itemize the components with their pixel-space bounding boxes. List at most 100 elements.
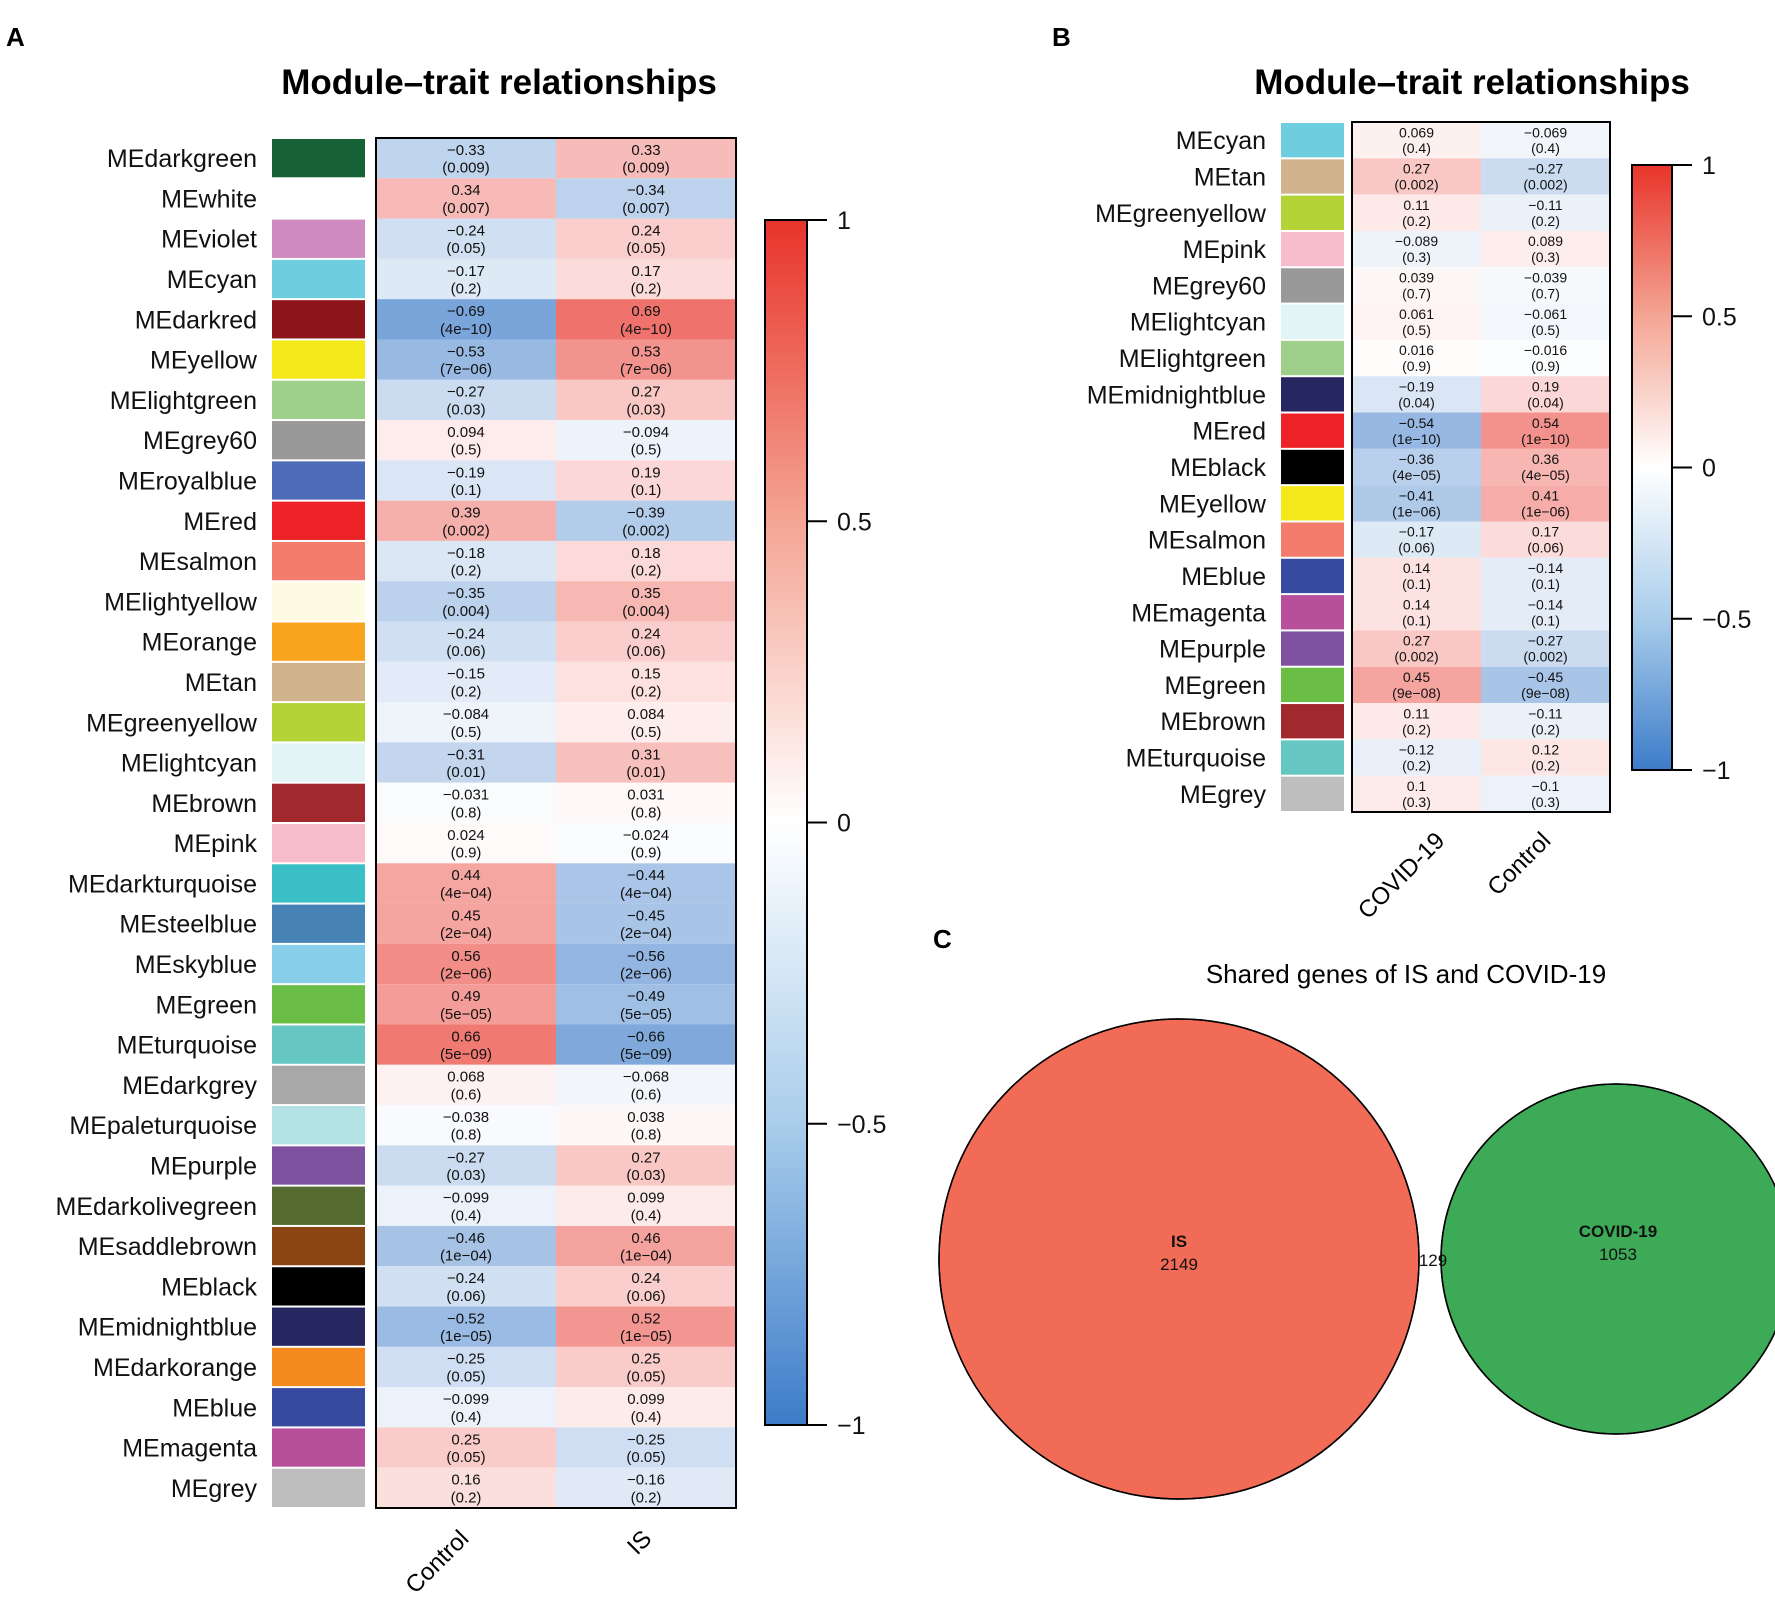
cell-pvalue: (0.06) [1527,540,1564,556]
heatmap-cell [376,984,556,1025]
cell-pvalue: (0.002) [1523,649,1567,665]
module-color-swatch [1281,413,1344,448]
colorbar-tick-label: −1 [837,1412,866,1440]
module-label: MEgrey60 [143,427,257,455]
cell-correlation: −0.45 [627,908,665,925]
heatmap-cell [556,742,736,783]
heatmap-cell [556,1185,736,1226]
module-label: MEgrey [171,1475,258,1503]
venn-count-covid: 1053 [1599,1245,1637,1264]
heatmap-cell [1352,630,1481,667]
panel-label-b: B [1052,22,1071,52]
module-label: MEbrown [151,790,257,818]
cell-correlation: 0.27 [631,1149,660,1166]
cell-correlation: −0.34 [627,182,665,199]
cell-correlation: −0.038 [443,1109,489,1126]
cell-correlation: 0.69 [631,303,660,320]
heatmap-cell [376,581,556,622]
cell-pvalue: (0.002) [1394,177,1438,193]
heatmap-cell [556,621,736,662]
module-color-swatch [272,219,365,258]
cell-pvalue: (0.4) [631,1207,662,1224]
heatmap-cell [1352,122,1481,159]
cell-pvalue: (0.06) [1398,540,1435,556]
cell-correlation: −0.35 [447,585,485,602]
cell-correlation: 0.089 [1528,233,1563,249]
cell-pvalue: (4e−10) [620,321,672,338]
cell-pvalue: (0.4) [451,1409,482,1426]
cell-pvalue: (0.4) [1402,140,1431,156]
module-label: MEdarkturquoise [68,870,257,898]
heatmap-cell [376,1467,556,1508]
module-label: MEsaddlebrown [78,1233,257,1261]
cell-correlation: −0.099 [443,1190,489,1207]
cell-pvalue: (5e−09) [620,1046,672,1063]
cell-correlation: −0.11 [1528,705,1563,721]
cell-correlation: 0.24 [631,223,660,240]
module-label: MEgrey [1180,781,1267,809]
module-label: MEdarkolivegreen [56,1193,258,1221]
colorbar-tick-label: −0.5 [1702,606,1751,634]
cell-correlation: 0.39 [451,505,480,522]
cell-pvalue: (0.2) [451,683,482,700]
heatmap-cell [376,621,556,662]
cell-pvalue: (0.2) [451,563,482,580]
heatmap-cell [556,1024,736,1065]
module-color-swatch [1281,486,1344,521]
module-label: MEgreen [1165,672,1266,700]
cell-correlation: 0.45 [1403,669,1430,685]
cell-correlation: 0.31 [631,746,660,763]
heatmap-cell [556,500,736,541]
heatmap-cell [1352,158,1481,195]
heatmap-cell [556,823,736,864]
panel-a-title: Module–trait relationships [281,63,717,102]
module-color-swatch [1281,304,1344,339]
heatmap-cell [1481,412,1610,449]
module-label: MElightcyan [121,750,257,778]
cell-pvalue: (2e−06) [620,966,672,983]
heatmap-cell [376,1024,556,1065]
cell-pvalue: (5e−09) [440,1046,492,1063]
colorbar-tick-label: −1 [1702,757,1731,785]
module-label: MEyellow [1159,490,1267,518]
cell-pvalue: (0.9) [1402,358,1431,374]
heatmap-cell [556,299,736,340]
module-label: MEblue [172,1394,257,1422]
cell-correlation: −0.15 [447,666,485,683]
module-label: MEtan [185,669,257,697]
cell-correlation: −0.33 [447,142,485,159]
colorbar-tick-label: 0 [837,810,851,838]
cell-correlation: −0.52 [447,1310,485,1327]
module-label: MEmidnightblue [78,1314,257,1342]
heatmap-cell [376,1185,556,1226]
heatmap-cell [376,863,556,904]
cell-pvalue: (0.05) [446,1368,485,1385]
module-color-swatch [272,300,365,339]
heatmap-cell [556,1225,736,1267]
module-color-swatch [272,1106,365,1145]
module-color-swatch [1281,776,1344,811]
module-label: MEwhite [161,185,257,213]
cell-pvalue: (9e−08) [1392,685,1441,701]
heatmap-cell [556,379,736,421]
module-label: MEblue [1181,563,1266,591]
heatmap-cell [1352,557,1481,595]
panel-a-colorbar [764,219,808,1426]
heatmap-cell [556,178,736,219]
heatmap-cell [376,460,556,501]
heatmap-cell [1481,267,1610,304]
cell-correlation: −0.27 [1528,633,1564,649]
cell-correlation: −0.25 [627,1431,665,1448]
cell-correlation: −0.016 [1524,342,1567,358]
cell-correlation: 0.19 [1532,378,1559,394]
module-label: MEsalmon [139,548,257,576]
cell-pvalue: (0.2) [1531,758,1560,774]
cell-correlation: −0.25 [447,1351,485,1368]
heatmap-cell [376,379,556,421]
cell-correlation: 0.45 [451,908,480,925]
module-color-swatch [1281,377,1344,412]
cell-correlation: −0.54 [1399,415,1435,431]
module-label: MEmagenta [122,1435,257,1463]
cell-pvalue: (1e−04) [440,1248,492,1265]
cell-correlation: 0.34 [451,182,480,199]
